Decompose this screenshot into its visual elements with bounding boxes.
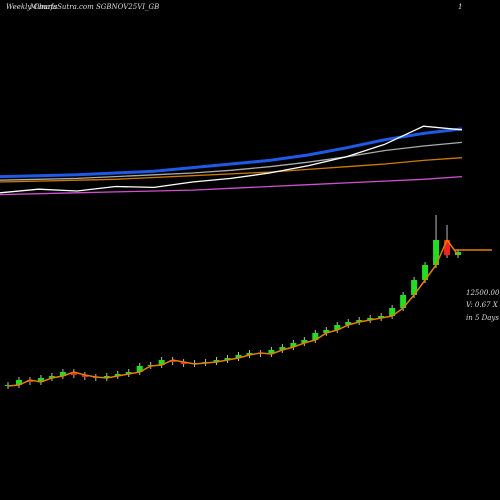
moving-average (7, 238, 459, 387)
candle-body (224, 358, 231, 360)
candle-body (334, 325, 341, 330)
indicator-line (0, 157, 463, 183)
candle-body (400, 295, 407, 308)
candle-body (301, 340, 308, 343)
site: MunafaSutra.com SGBNOV25VI_GB (29, 3, 159, 11)
candle-body (312, 333, 319, 340)
candle-body (125, 372, 132, 374)
candle-body (59, 372, 66, 376)
candle-body (235, 355, 242, 358)
indicator-line (0, 175, 463, 196)
candle-body (422, 265, 429, 280)
candle-body (455, 252, 461, 255)
candle-body (70, 372, 77, 375)
candle-body (158, 360, 165, 365)
candle-body (246, 353, 253, 355)
candle-body (389, 308, 396, 316)
candle-body (356, 320, 363, 322)
candle-body (15, 380, 22, 385)
candle-body (345, 322, 352, 325)
candle-body (213, 360, 220, 362)
title: Weekly Charts (6, 3, 58, 11)
corner-label: 1 (458, 3, 462, 11)
candle-body (136, 366, 143, 372)
candle-body (114, 374, 121, 376)
candle-body (411, 280, 418, 295)
candle-body (323, 330, 330, 333)
candle-body (103, 376, 110, 378)
candle-body (81, 375, 88, 377)
candle-body (367, 318, 374, 320)
candle-body (444, 240, 451, 255)
candle-body (378, 316, 385, 318)
candle-body (48, 376, 55, 378)
volume-note: V: 0.67 X (466, 301, 499, 309)
candle-body (37, 378, 44, 382)
indicator-line (0, 141, 463, 181)
last-price-label: 12500.00 (466, 289, 500, 297)
indicator-line (0, 125, 463, 194)
candle-body (268, 350, 275, 354)
candle-body (279, 347, 286, 350)
candle-body (290, 343, 297, 347)
indicator-line (0, 127, 463, 179)
candle-body (433, 240, 440, 265)
candle-body (180, 362, 187, 364)
candle-body (26, 380, 33, 382)
period-note: in 5 Days (466, 314, 499, 322)
candle-body (169, 360, 176, 362)
